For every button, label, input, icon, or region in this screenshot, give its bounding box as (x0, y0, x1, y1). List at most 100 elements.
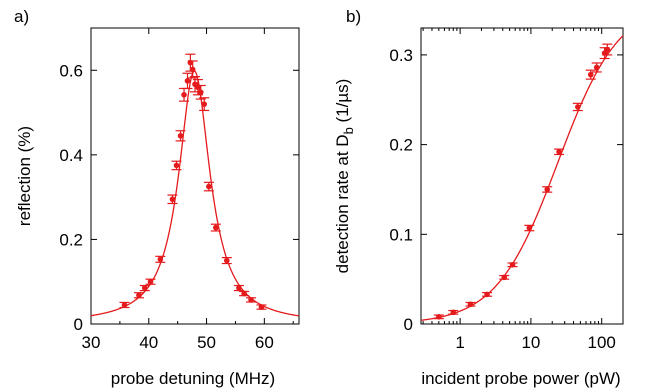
data-point (119, 301, 130, 309)
y-tick-label: 0.2 (389, 136, 413, 155)
panel-a-data-points (119, 53, 267, 310)
marker (467, 301, 474, 308)
x-tick-label: 60 (255, 333, 274, 352)
data-point (554, 148, 565, 156)
panel-a-label: a) (14, 7, 29, 26)
marker (241, 290, 247, 297)
marker (450, 309, 457, 316)
data-point (175, 130, 186, 142)
panel-b-y-axis-label-unit: (1/µs) (333, 79, 352, 128)
marker (213, 224, 219, 231)
marker (184, 78, 191, 84)
data-point (507, 262, 518, 268)
data-point (585, 69, 596, 80)
data-point (182, 72, 193, 90)
panel-b-x-axis-label: incident probe power (pW) (421, 369, 620, 388)
marker (181, 92, 187, 98)
data-point (591, 62, 602, 73)
data-point (239, 290, 250, 297)
marker (526, 225, 533, 231)
panel-a-y-axis: 0 0.2 0.4 0.6 (59, 61, 299, 334)
panel-a-x-axis: 30 40 50 60 (82, 28, 294, 352)
data-point (187, 60, 198, 79)
marker (248, 297, 254, 303)
marker (604, 46, 611, 53)
data-point (482, 291, 493, 298)
marker (544, 186, 551, 193)
data-point (171, 160, 182, 171)
data-point (233, 284, 244, 292)
panel-b-y-axis-label-main: detection rate at D (333, 134, 352, 273)
y-tick-label: 0.1 (389, 225, 413, 244)
panel-a-x-axis-label: probe detuning (MHz) (111, 369, 275, 388)
marker (509, 262, 516, 268)
data-point (133, 292, 144, 299)
marker (169, 196, 176, 203)
panel-b-x-axis: 1 10 100 (422, 28, 616, 352)
data-point (155, 255, 166, 263)
panel-b-y-axis-label-sub: b (341, 127, 356, 134)
data-point (210, 223, 221, 232)
data-point (203, 181, 214, 192)
marker (121, 302, 128, 308)
y-tick-label: 0 (404, 315, 413, 334)
marker (484, 291, 490, 298)
marker (556, 148, 562, 155)
y-tick-label: 0.2 (59, 230, 83, 249)
x-tick-label: 10 (521, 333, 540, 352)
data-point (448, 309, 459, 316)
marker (206, 183, 212, 190)
x-tick-label: 1 (455, 333, 464, 352)
marker (136, 292, 142, 299)
marker (436, 314, 442, 320)
marker (258, 304, 265, 310)
panel-a-frame (90, 27, 300, 325)
data-point (602, 43, 613, 56)
data-point (465, 301, 476, 308)
x-tick-label: 30 (82, 333, 101, 352)
panel-b-data-points (433, 43, 613, 320)
marker (223, 257, 230, 264)
marker (177, 133, 184, 139)
marker (201, 101, 208, 107)
data-point (256, 304, 267, 310)
panel-b-y-axis: 0 0.1 0.2 0.3 (389, 46, 623, 334)
panel-b-fit-curve (420, 35, 624, 321)
data-point (167, 194, 178, 205)
marker (236, 285, 242, 291)
y-tick-label: 0.4 (59, 146, 83, 165)
y-tick-label: 0.6 (59, 61, 83, 80)
marker (501, 274, 508, 281)
marker (575, 104, 581, 110)
data-point (433, 314, 444, 320)
marker (173, 162, 180, 169)
x-tick-label: 50 (197, 333, 216, 352)
data-point (195, 84, 206, 100)
data-point (499, 274, 510, 281)
panel-b-y-axis-label: detection rate at Db (1/µs) (333, 79, 356, 274)
panel-b-label: b) (346, 7, 361, 26)
panel-a: a) 0 0.2 0.4 0.6 30 40 50 60 probe detuning (M… (14, 7, 300, 388)
panel-b-frame (420, 27, 624, 325)
marker (141, 285, 148, 291)
marker (189, 66, 196, 73)
marker (147, 278, 154, 285)
data-point (199, 97, 210, 112)
y-tick-label: 0 (74, 315, 83, 334)
x-tick-label: 100 (588, 333, 616, 352)
y-tick-label: 0.3 (389, 46, 413, 65)
data-point (139, 284, 150, 292)
panel-a-fit-curve (90, 70, 300, 317)
data-point (221, 257, 232, 265)
data-point (246, 297, 257, 303)
marker (197, 89, 204, 96)
data-point (524, 224, 535, 232)
panel-b: b) 0 0.1 0.2 0.3 1 10 100 incident probe powe… (333, 7, 624, 388)
data-point (572, 102, 583, 112)
marker (157, 256, 164, 263)
x-tick-label: 40 (139, 333, 158, 352)
marker (593, 64, 600, 71)
data-point (542, 186, 553, 193)
panel-a-y-axis-label: reflection (%) (15, 126, 34, 226)
